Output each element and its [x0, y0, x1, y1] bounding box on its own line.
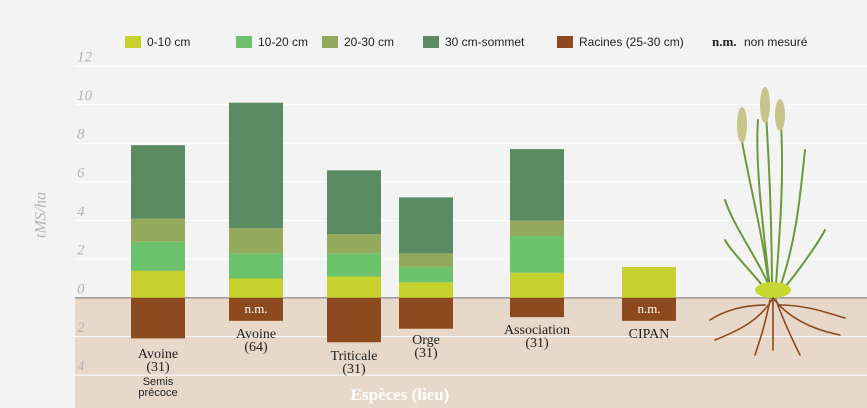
y-tick-label: 4 [77, 204, 85, 220]
category-location: (31) [414, 346, 438, 361]
legend-swatch [125, 36, 141, 48]
bar-segment [510, 236, 564, 273]
soil-area [75, 297, 867, 408]
y-tick-label: 2 [77, 243, 85, 259]
legend-swatch [322, 36, 338, 48]
category-note: précoce [138, 387, 177, 399]
legend-label: Racines (25-30 cm) [579, 35, 684, 49]
y-tick-label: 2 [77, 320, 85, 336]
bar-segment [399, 282, 453, 297]
bar-segment [399, 253, 453, 267]
y-tick-label: 10 [77, 88, 93, 104]
bar-segment [229, 103, 283, 229]
root-bar [399, 298, 453, 329]
chart: 42024681012 Avoine(31)n.m.Avoine(64)Trit… [0, 0, 867, 408]
root-bar [510, 298, 564, 317]
category-location: (64) [244, 340, 268, 355]
bar-segment [510, 149, 564, 220]
y-tick-label: 4 [77, 359, 85, 375]
legend-label: 10-20 cm [258, 35, 308, 49]
legend-label: 0-10 cm [147, 35, 190, 49]
bar-segment [229, 253, 283, 278]
legend-swatch [236, 36, 252, 48]
legend-nm-abbr: n.m. [712, 34, 737, 49]
legend-nm-label: non mesuré [744, 35, 808, 49]
legend-swatch [557, 36, 573, 48]
y-tick-label: 0 [77, 281, 85, 297]
legend-swatch [423, 36, 439, 48]
bar-segment [229, 279, 283, 298]
category-location: (31) [146, 360, 170, 375]
bar-segment [510, 221, 564, 236]
bar-segment [229, 228, 283, 253]
legend-label: 20-30 cm [344, 35, 394, 49]
bar-segment [131, 219, 185, 242]
y-tick-label: 8 [77, 127, 85, 143]
bar-segment [327, 277, 381, 298]
bar-segment [510, 273, 564, 298]
not-measured-label: n.m. [637, 301, 660, 316]
bar-segment [327, 253, 381, 276]
bar-segment [399, 267, 453, 282]
category-location: (31) [525, 336, 549, 351]
category-label: CIPAN [629, 327, 670, 342]
y-axis-label: tMS/ha [33, 192, 50, 238]
y-tick-label: 12 [77, 49, 93, 65]
bar-segment [399, 197, 453, 253]
category-location: (31) [342, 362, 366, 377]
bar-segment [327, 234, 381, 253]
bar-segment [131, 271, 185, 298]
root-bar [131, 298, 185, 339]
bar-segment [622, 267, 676, 298]
bar-segment [131, 145, 185, 218]
bar-segment [131, 242, 185, 271]
not-measured-label: n.m. [244, 301, 267, 316]
x-axis-label: Espèces (lieu) [351, 385, 450, 404]
root-bar [327, 298, 381, 342]
bar-segment [327, 170, 381, 234]
legend-label: 30 cm-sommet [445, 35, 525, 49]
y-tick-label: 6 [77, 165, 85, 181]
